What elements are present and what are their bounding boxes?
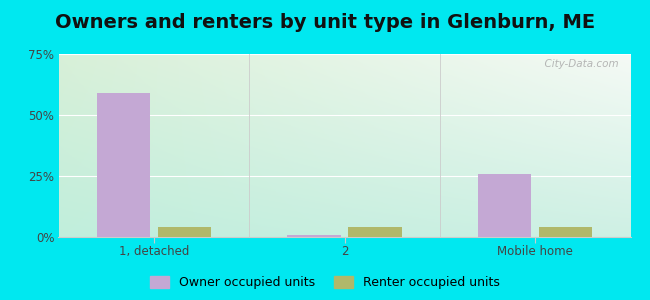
Bar [158,227,211,237]
Text: Owners and renters by unit type in Glenburn, ME: Owners and renters by unit type in Glenb… [55,14,595,32]
Legend: Owner occupied units, Renter occupied units: Owner occupied units, Renter occupied un… [146,271,504,294]
Bar [478,174,531,237]
Text: City-Data.com: City-Data.com [538,59,619,70]
Bar [539,227,592,237]
Bar [287,235,341,237]
Bar [348,227,402,237]
Bar [97,93,150,237]
